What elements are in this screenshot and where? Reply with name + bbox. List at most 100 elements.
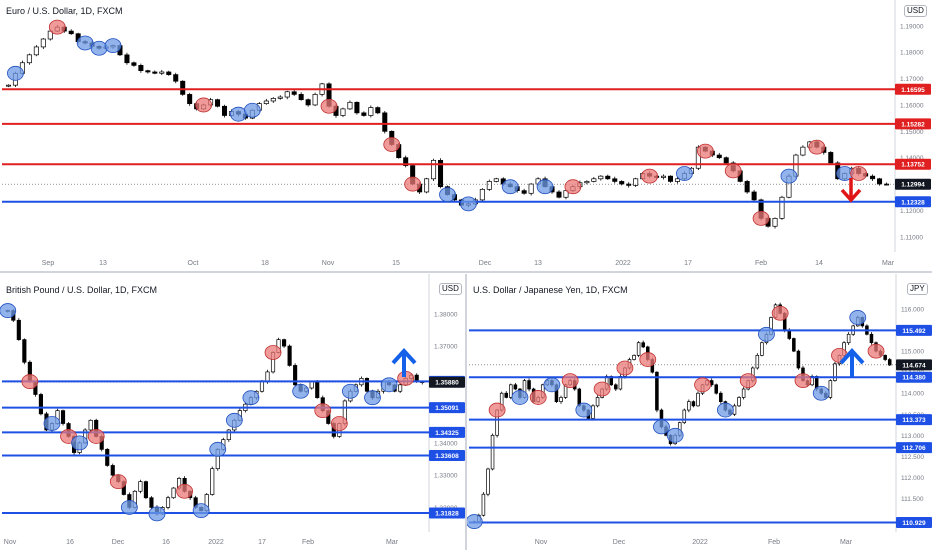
candle-up <box>632 354 636 360</box>
time-tick-label: 2022 <box>208 539 224 546</box>
candle-down <box>22 339 27 363</box>
candle-up <box>277 96 283 99</box>
candle-up <box>559 397 563 402</box>
level-price-label: 110.929 <box>902 520 926 527</box>
candle-down <box>293 365 298 386</box>
candle-up <box>800 146 806 156</box>
price-tick-label: 1.33000 <box>434 473 458 480</box>
time-tick-label: 2022 <box>692 539 708 546</box>
price-tick-label: 112.500 <box>901 454 924 461</box>
candle-down <box>667 175 674 182</box>
resistance-touch-marker <box>195 97 213 113</box>
gbpusd-chart-title: British Pound / U.S. Dollar, 1D, FXCM <box>6 285 158 295</box>
resistance-touch-marker <box>641 168 658 184</box>
eurusd-chart-svg[interactable]: 1.19000 1.18000 1.17000 1.16000 1.15000 1.140… <box>0 0 932 270</box>
support-touch-marker <box>511 390 529 405</box>
candle-up <box>598 175 604 180</box>
candle-up <box>210 468 215 495</box>
candle-down <box>138 65 144 72</box>
candle-down <box>870 175 876 180</box>
candle-down <box>221 105 228 116</box>
time-tick-label: Mar <box>882 260 895 267</box>
gbpusd-chart-pane[interactable]: 1.380001.370001.360001.350001.340001.330… <box>0 274 465 550</box>
candle-up <box>486 181 492 190</box>
current-price-label: 1.35880 <box>435 380 459 387</box>
candle-down <box>716 154 722 159</box>
resistance-touch-marker <box>109 474 127 490</box>
candle-up <box>493 178 499 182</box>
support-touch-marker <box>104 38 122 54</box>
resistance-touch-marker <box>808 139 826 155</box>
resistance-touch-marker <box>488 402 506 418</box>
candle-up <box>159 71 165 74</box>
usdjpy-chart-pane[interactable]: 116.000115.500115.000114.500114.000113.5… <box>467 274 932 550</box>
support-touch-marker <box>43 416 61 431</box>
level-price-label: 114.380 <box>902 375 926 382</box>
usdjpy-currency-badge[interactable]: JPY <box>907 283 928 295</box>
candle-down <box>173 74 179 82</box>
candle-up <box>696 392 700 407</box>
support-touch-marker <box>666 427 684 443</box>
time-tick-label: Dec <box>613 539 626 546</box>
time-tick-label: Feb <box>755 260 767 267</box>
eurusd-chart-pane[interactable]: 1.19000 1.18000 1.17000 1.16000 1.15000 1.140… <box>0 0 932 270</box>
price-tick-label: 1.12000 <box>900 208 924 215</box>
price-tick-label: 113.000 <box>901 433 924 440</box>
price-tick-label: 112.000 <box>901 475 924 482</box>
candle-down <box>382 112 388 132</box>
candle-up <box>591 178 597 182</box>
support-touch-marker <box>575 402 593 418</box>
pane-separator-horizontal[interactable] <box>0 271 932 273</box>
candle-down <box>315 381 320 399</box>
eurusd-currency-badge[interactable]: USD <box>904 5 927 17</box>
candle-down <box>291 91 297 95</box>
pane-separator-vertical[interactable] <box>465 274 467 550</box>
level-price-tag <box>895 118 931 130</box>
candle-down <box>883 354 887 360</box>
resistance-touch-marker <box>696 143 714 159</box>
time-tick-label: 16 <box>162 539 170 546</box>
resistance-touch-marker <box>529 390 547 405</box>
candles-group <box>472 302 892 524</box>
candle-down <box>614 384 618 390</box>
gbpusd-chart-svg[interactable]: 1.380001.370001.360001.350001.340001.330… <box>0 274 465 550</box>
candle-down <box>612 178 618 182</box>
candle-up <box>682 409 687 424</box>
candle-down <box>626 183 632 186</box>
candle-down <box>187 94 193 104</box>
resistance-touch-marker <box>850 166 868 181</box>
support-touch-marker <box>780 168 798 184</box>
level-price-label: 1.15282 <box>901 121 925 128</box>
support-touch-marker <box>192 503 210 519</box>
usdjpy-chart-svg[interactable]: 116.000115.500115.000114.500114.000113.5… <box>467 274 932 550</box>
resistance-touch-marker <box>616 360 634 376</box>
support-touch-marker <box>0 303 17 318</box>
support-touch-marker <box>243 102 261 118</box>
resistance-touch-marker <box>694 377 711 393</box>
level-price-label: 1.16595 <box>901 87 925 94</box>
support-touch-marker <box>543 377 561 393</box>
candle-down <box>521 190 527 194</box>
level-price-tag <box>895 83 931 95</box>
resistance-touch-marker <box>639 352 657 367</box>
candle-up <box>479 188 485 201</box>
resistance-touch-marker <box>794 373 812 388</box>
price-tick-label: 1.16000 <box>900 102 924 109</box>
price-tick-label: 114.000 <box>901 391 924 398</box>
candle-up <box>340 108 346 116</box>
usdjpy-chart-title: U.S. Dollar / Japanese Yen, 1D, FXCM <box>473 285 628 295</box>
time-tick-label: Oct <box>188 260 199 267</box>
level-price-tag <box>896 442 932 454</box>
candle-down <box>149 497 154 508</box>
resistance-touch-marker <box>264 345 282 360</box>
gbpusd-currency-badge[interactable]: USD <box>439 283 462 295</box>
candle-down <box>796 350 801 369</box>
support-touch-marker <box>676 166 693 181</box>
candle-down <box>723 157 729 164</box>
level-price-tag <box>429 507 465 519</box>
candle-up <box>263 100 269 104</box>
candle-up <box>270 98 276 102</box>
candle-up <box>687 401 691 411</box>
candle-down <box>744 181 750 193</box>
time-tick-label: Mar <box>840 539 853 546</box>
